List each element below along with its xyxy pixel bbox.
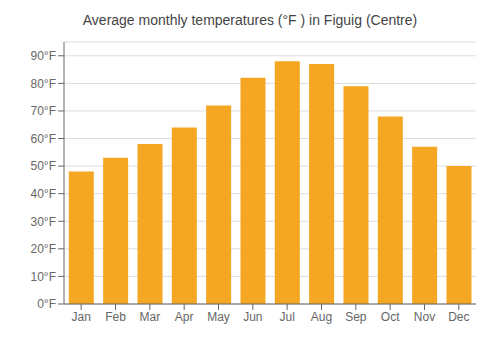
svg-text:Jul: Jul	[279, 310, 294, 324]
svg-text:Aug: Aug	[311, 310, 332, 324]
svg-text:Sep: Sep	[345, 310, 367, 324]
svg-text:Mar: Mar	[139, 310, 160, 324]
svg-text:90°F: 90°F	[31, 49, 56, 63]
svg-text:Nov: Nov	[414, 310, 435, 324]
svg-text:70°F: 70°F	[31, 104, 56, 118]
svg-text:20°F: 20°F	[31, 242, 56, 256]
svg-text:40°F: 40°F	[31, 187, 56, 201]
svg-text:80°F: 80°F	[31, 77, 56, 91]
svg-text:Apr: Apr	[175, 310, 194, 324]
svg-text:0°F: 0°F	[37, 297, 56, 311]
svg-text:60°F: 60°F	[31, 132, 56, 146]
svg-text:Dec: Dec	[448, 310, 469, 324]
svg-text:Jan: Jan	[71, 310, 90, 324]
svg-text:50°F: 50°F	[31, 159, 56, 173]
svg-text:10°F: 10°F	[31, 270, 56, 284]
html-text:Average monthly temperatures (: Average monthly temperatures (°F ) in Fi…	[82, 12, 418, 28]
svg-text:Jun: Jun	[243, 310, 262, 324]
svg-text:30°F: 30°F	[31, 215, 56, 229]
svg-text:Oct: Oct	[381, 310, 400, 324]
svg-text:Feb: Feb	[105, 310, 126, 324]
svg-text:May: May	[207, 310, 230, 324]
